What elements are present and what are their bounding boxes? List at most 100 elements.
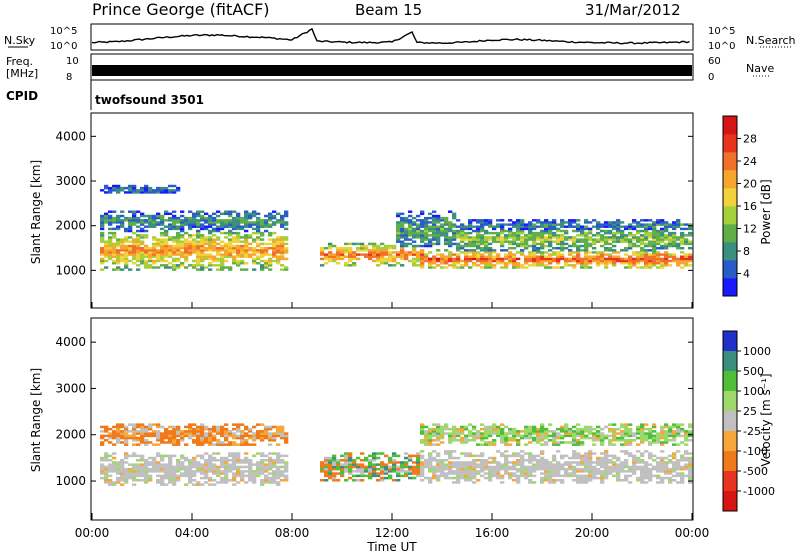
power-cell [176,236,181,239]
velocity-cell [636,443,641,446]
power-cell [580,240,585,243]
power-cell [124,219,129,222]
velocity-cell [176,470,181,473]
velocity-cell [472,481,477,484]
freq-left-unit: [MHz] [6,67,38,80]
power-cell [112,242,117,246]
power-cell [488,247,493,250]
velocity-cell [160,459,165,462]
power-cell [132,242,137,246]
velocity-cell [624,452,629,455]
power-cell [192,240,197,243]
power-cell [188,240,193,243]
velocity-cell [220,441,225,444]
velocity-cell [352,479,357,482]
power-cell [216,227,221,231]
velocity-cell [424,441,429,444]
velocity-cell [280,436,285,440]
velocity-cell [536,461,541,464]
power-cell [532,264,537,267]
velocity-cell [120,479,125,482]
velocity-cell [568,472,573,475]
power-cell [448,264,453,267]
power-cell [200,210,205,213]
velocity-cell [592,474,597,478]
power-cell [444,259,449,263]
power-cell [420,244,425,248]
velocity-cell [204,481,209,484]
power-cell [644,253,649,256]
velocity-cell [464,454,469,458]
velocity-cell [168,470,173,473]
power-cell [656,253,661,256]
power-cell [328,257,333,261]
power-cell [508,251,513,254]
power-cell [100,234,105,237]
power-cell [616,251,621,254]
power-cell [180,223,185,226]
velocity-cell [248,461,253,464]
velocity-cell [676,481,681,484]
velocity-cell [212,427,217,431]
velocity-cell [412,472,417,475]
power-cell [624,236,629,239]
power-cell [396,262,401,265]
velocity-cell [224,481,229,484]
velocity-cell [492,459,497,462]
power-cell [584,221,589,224]
power-cell [164,212,169,216]
power-cell [388,257,393,261]
velocity-cell [532,436,537,440]
power-cell [148,186,153,190]
velocity-cell [640,423,645,426]
velocity-cell [328,467,333,471]
power-cell [480,259,485,263]
velocity-cell [220,472,225,475]
power-cell [364,253,369,256]
power-cell [628,225,633,228]
velocity-cell [564,467,569,471]
power-cell [364,255,369,258]
power-cell [256,251,261,254]
velocity-cell [344,452,349,455]
velocity-cell [504,441,509,444]
velocity-cell [264,481,269,484]
power-cell [532,240,537,243]
velocity-cell [188,436,193,440]
velocity-cell [544,427,549,431]
velocity-cell [652,425,657,429]
freq-tick-top: 10 [66,56,79,67]
power-cell [240,262,245,265]
power-cell [172,221,177,224]
power-cell [652,264,657,267]
velocity-cell [328,476,333,480]
velocity-cell [224,474,229,478]
power-cell [668,244,673,248]
power-cell [432,236,437,239]
velocity-cell [500,476,505,480]
power-cell [408,238,413,241]
power-cell [564,221,569,224]
power-cell [484,240,489,243]
power-cell [252,251,257,254]
velocity-cell [488,432,493,435]
velocity-cell [620,434,625,438]
power-cell [440,219,445,222]
velocity-cell [428,454,433,458]
velocity-cell [660,450,665,453]
velocity-cell [188,467,193,471]
power-cell [160,257,165,261]
power-cell [416,223,421,226]
power-cell [116,242,121,246]
power-cell [684,234,689,237]
velocity-cell [604,450,609,453]
velocity-cell [512,454,517,458]
power-cell [572,264,577,267]
velocity-cell [136,474,141,478]
velocity-cell [660,459,665,462]
power-cell [100,236,105,239]
velocity-cell [468,470,473,473]
velocity-cell [668,432,673,435]
velocity-cell [668,476,673,480]
power-cell [248,234,253,237]
